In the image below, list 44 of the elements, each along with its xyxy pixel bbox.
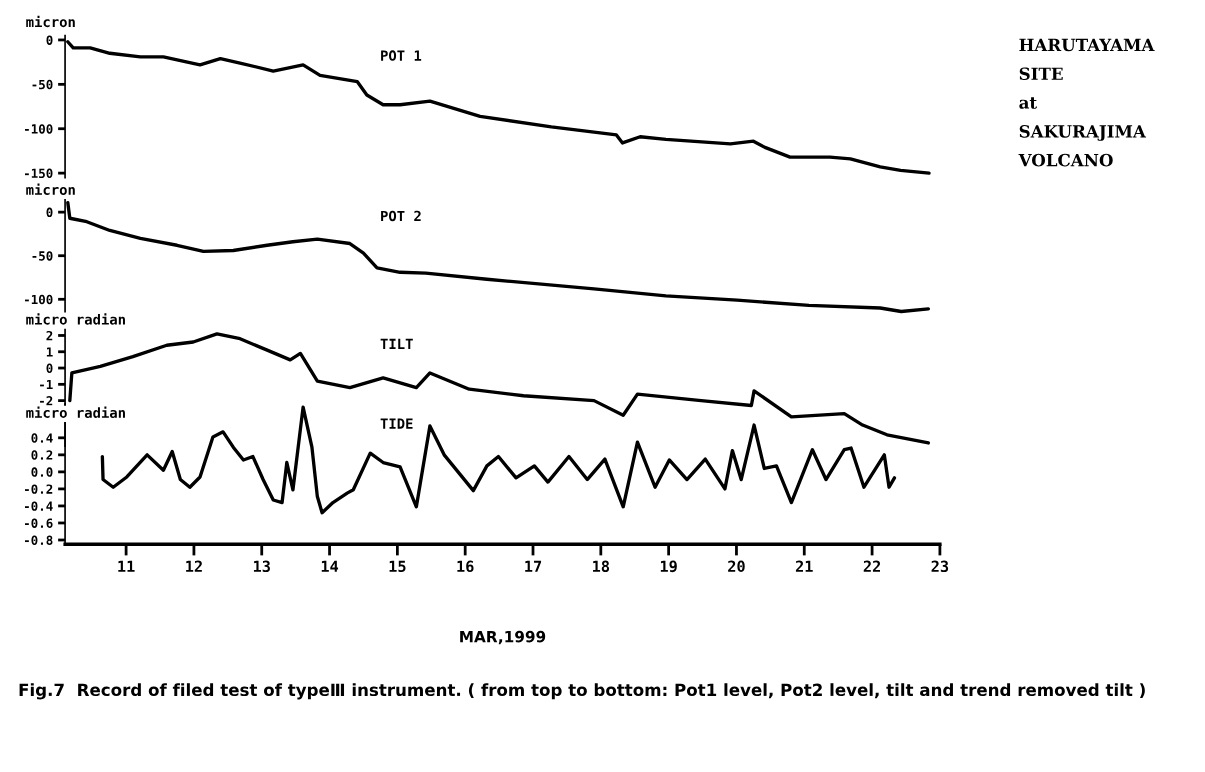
y-tick-label: 0.2 (31, 450, 53, 460)
text: HARUTAYAMA SITE at SAKURAJIMA VOLCANO (1018, 38, 1155, 167)
x-tick-label: 21 (795, 560, 813, 572)
x-tick-label: 13 (253, 560, 270, 573)
x-tick-label: 12 (186, 560, 202, 572)
x-tick-label: 16 (457, 560, 474, 573)
x-tick-label: 11 (118, 560, 135, 572)
y-axis-title: micro radian (26, 313, 125, 325)
x-tick-label: 19 (660, 560, 677, 573)
y-tick-label: -0.4 (25, 501, 53, 511)
x-tick-label: 15 (389, 560, 406, 573)
x-tick-label: 18 (593, 560, 610, 573)
y-tick-label: -50 (32, 251, 53, 261)
y-axis-title: micro radian (26, 406, 125, 418)
y-tick-label: -0.6 (25, 518, 53, 528)
y-tick-label: -50 (32, 79, 53, 90)
y-tick-label: -0.8 (25, 535, 53, 545)
text: TILT (380, 338, 413, 349)
text: TIDE (380, 418, 413, 429)
y-axis-title: micron (26, 15, 75, 28)
y-tick-label: 2 (46, 330, 53, 341)
y-tick-label: 0.4 (31, 433, 53, 443)
text: POT 2 (381, 210, 421, 222)
y-tick-label: -150 (25, 168, 53, 179)
text: POT 1 (381, 50, 422, 61)
y-tick-label: -100 (25, 124, 53, 134)
x-tick-label: 22 (863, 560, 881, 572)
x-tick-label: 14 (321, 560, 339, 572)
line-series (66, 200, 931, 314)
x-tick-label: 17 (525, 560, 542, 572)
caption: Fig.7 Record of filed test of typeⅢ instrument. ( from top to bottom: Pot1 level, Pot2 level, tilt and trend removed tilt ) (19, 683, 1145, 700)
y-tick-label: 1 (46, 347, 53, 357)
x-axis-title: MAR,1999 (460, 630, 546, 645)
y-tick-label: 0 (46, 35, 53, 45)
y-axis-title: micron (26, 183, 75, 195)
x-tick-label: 23 (931, 560, 949, 573)
y-tick-label: -1 (40, 379, 53, 390)
y-tick-label: 0 (46, 207, 53, 218)
x-tick-label: 20 (728, 560, 745, 573)
y-tick-label: 0 (46, 363, 53, 373)
y-tick-label: -2 (40, 396, 53, 406)
y-tick-label: -100 (25, 294, 53, 305)
y-tick-label: 0.0 (31, 467, 53, 477)
y-tick-label: -0.2 (25, 484, 53, 494)
